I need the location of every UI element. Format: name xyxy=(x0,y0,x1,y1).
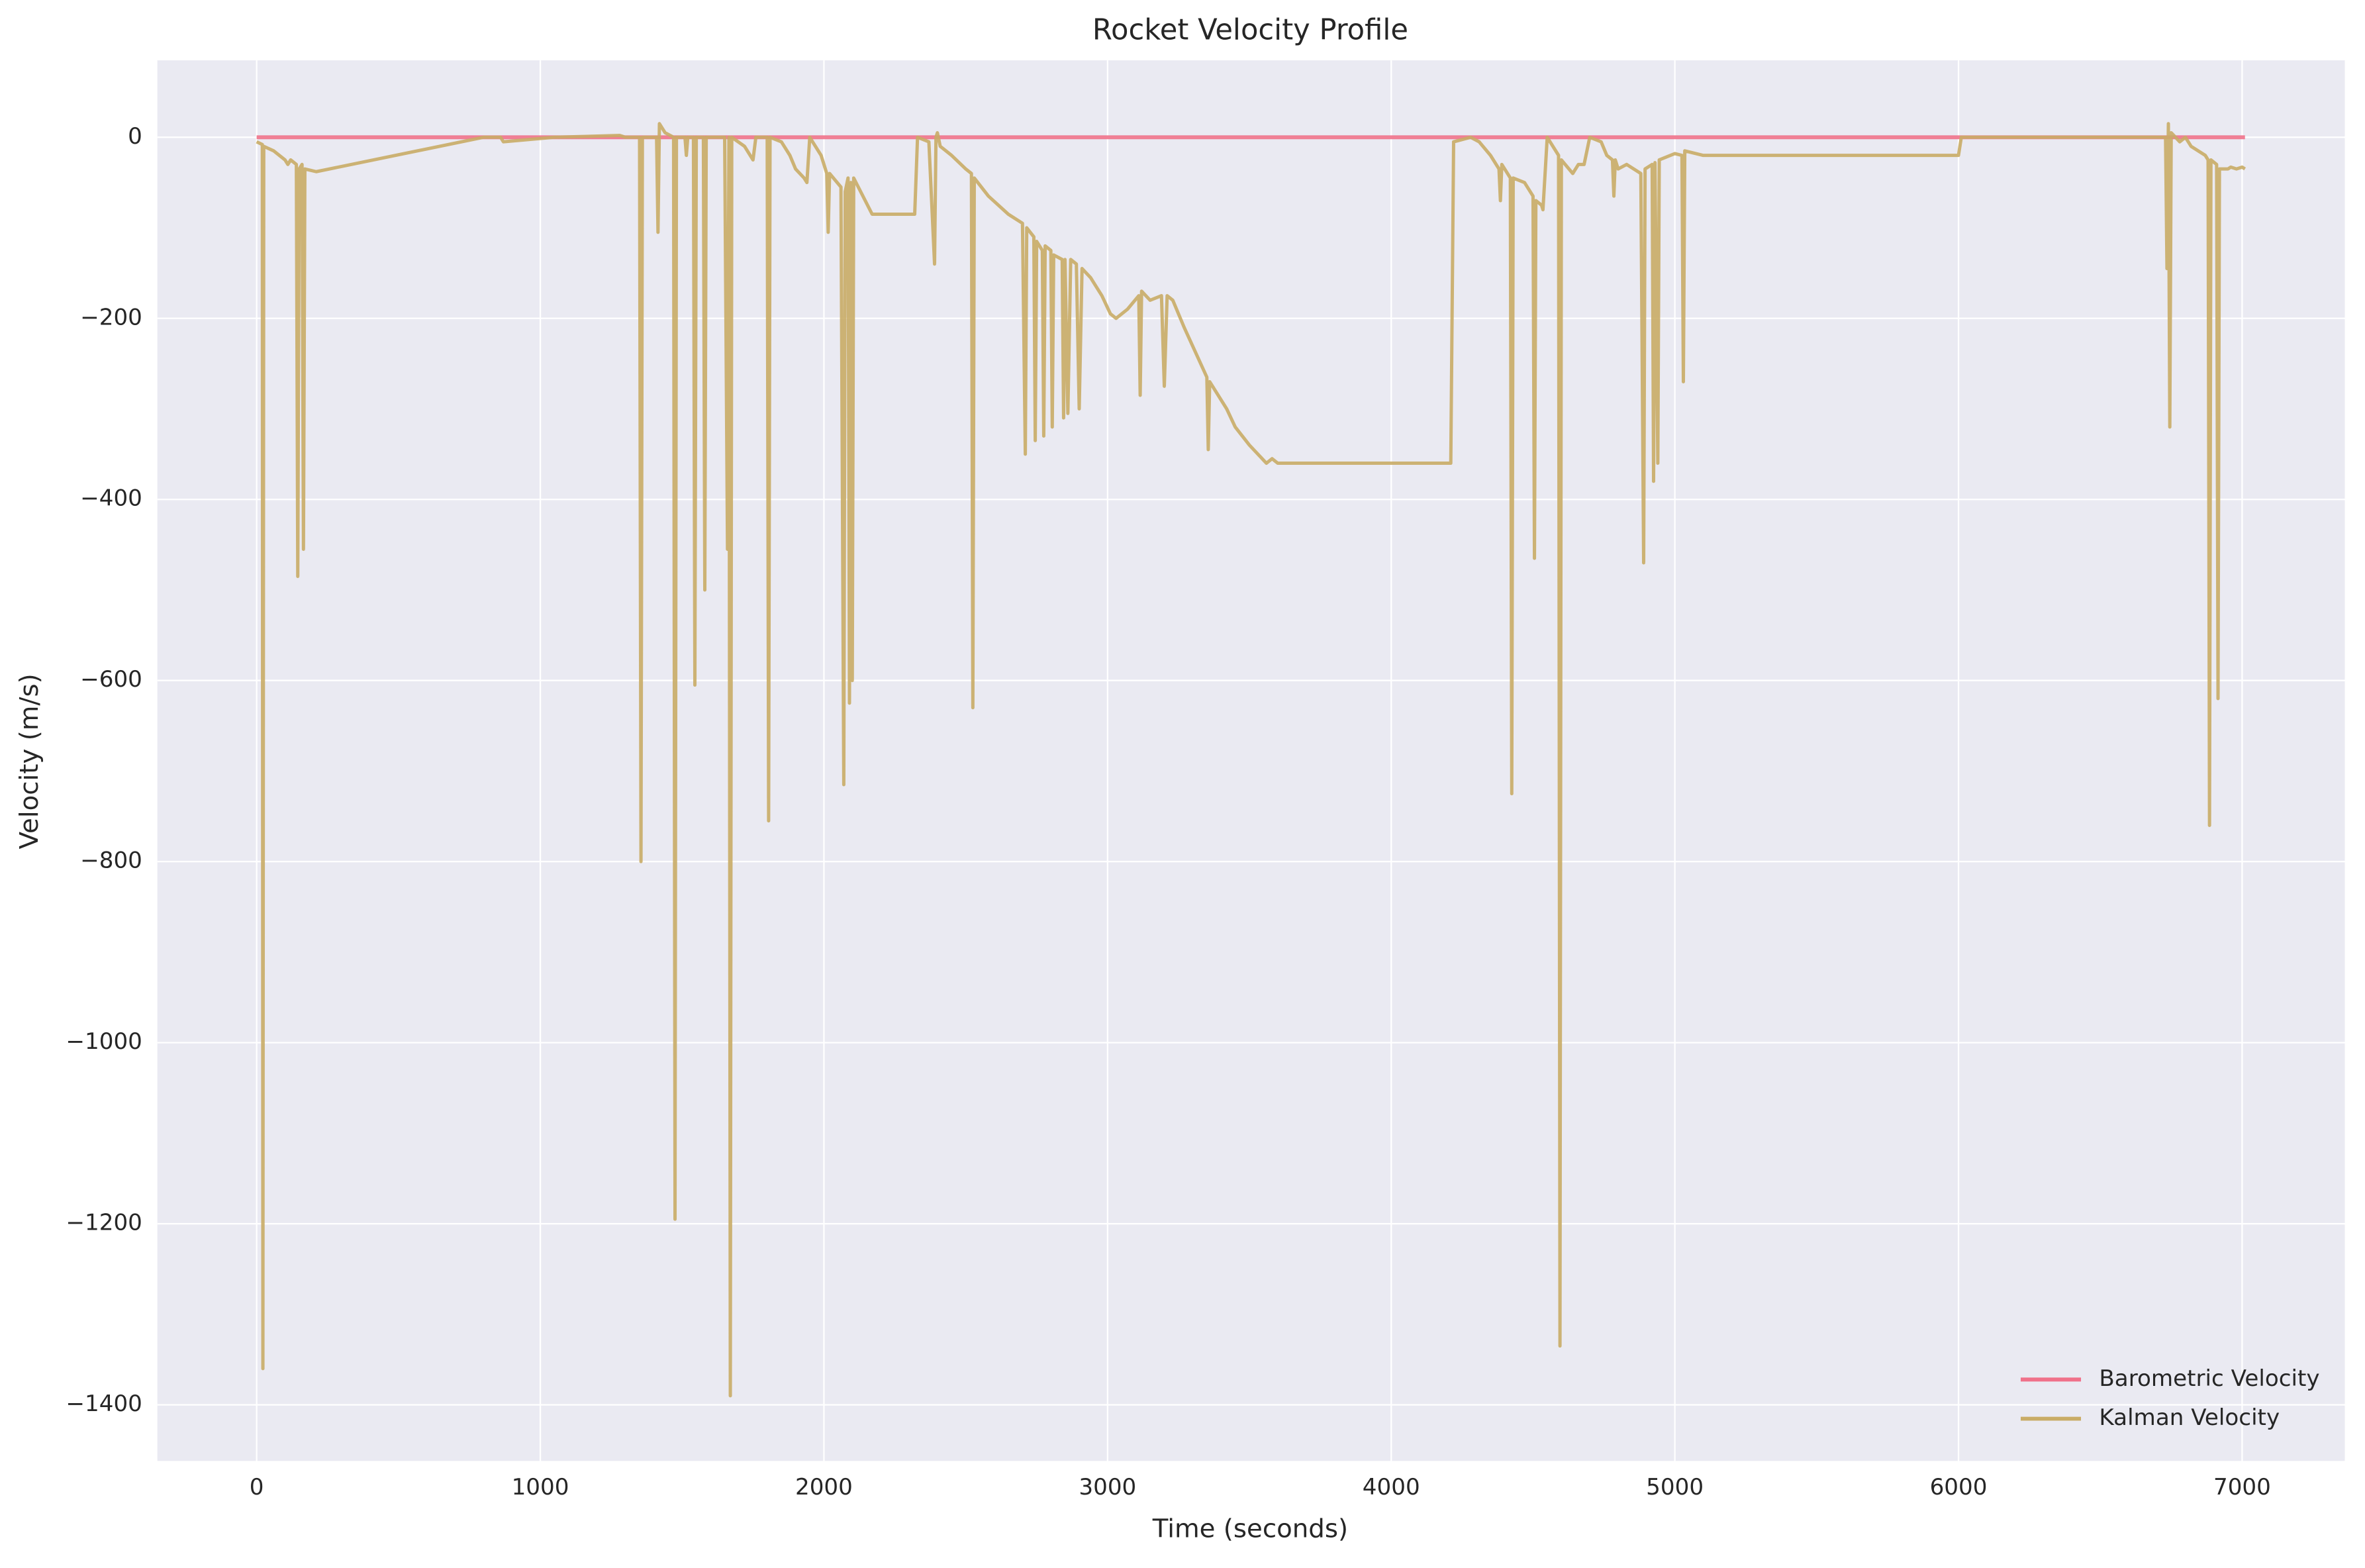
x-tick-label: 0 xyxy=(250,1474,264,1500)
y-tick-label: −200 xyxy=(80,304,142,330)
y-tick-label: −800 xyxy=(80,848,142,874)
grid xyxy=(157,60,2345,1461)
x-tick-label: 6000 xyxy=(1930,1474,1988,1500)
y-axis-label: Velocity (m/s) xyxy=(15,673,44,849)
legend-label: Barometric Velocity xyxy=(2099,1365,2319,1392)
ticks: 0 1000 2000 3000 4000 5000 6000 7000 0 −200 −400 −6… xyxy=(66,123,2270,1500)
x-tick-label: 2000 xyxy=(795,1474,853,1500)
x-axis-label: Time (seconds) xyxy=(1152,1514,1348,1544)
x-tick-label: 5000 xyxy=(1646,1474,1704,1500)
y-tick-label: −1000 xyxy=(66,1028,142,1055)
y-tick-label: −600 xyxy=(80,666,142,693)
chart-title: Rocket Velocity Profile xyxy=(1092,13,1408,46)
legend-label: Kalman Velocity xyxy=(2099,1404,2280,1431)
plot-area xyxy=(157,60,2345,1461)
y-tick-label: −1400 xyxy=(66,1391,142,1417)
y-tick-label: 0 xyxy=(128,123,142,150)
x-tick-label: 7000 xyxy=(2213,1474,2271,1500)
legend: Barometric Velocity Kalman Velocity xyxy=(2020,1365,2320,1431)
y-tick-label: −1200 xyxy=(66,1210,142,1236)
y-tick-label: −400 xyxy=(80,485,142,512)
series-line xyxy=(256,122,2246,1398)
x-tick-label: 1000 xyxy=(512,1474,569,1500)
x-tick-label: 3000 xyxy=(1079,1474,1136,1500)
x-tick-label: 4000 xyxy=(1363,1474,1420,1500)
lines xyxy=(256,122,2246,1398)
